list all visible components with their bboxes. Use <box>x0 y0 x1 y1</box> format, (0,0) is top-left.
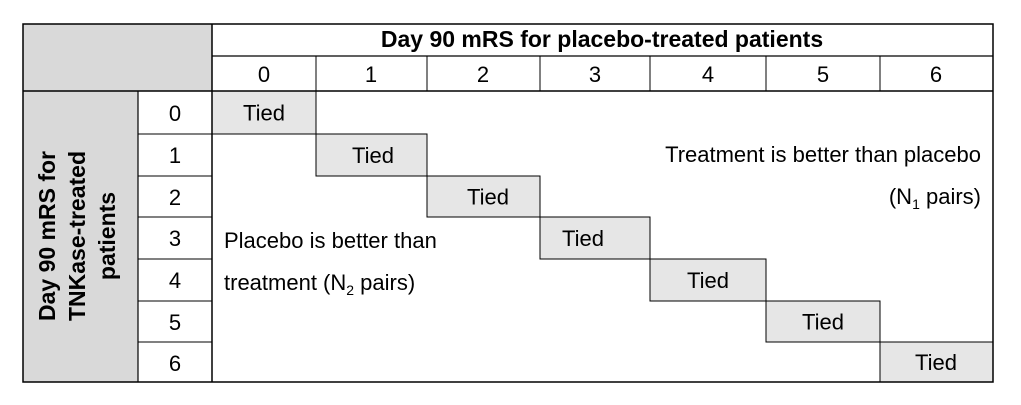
tied-label: Tied <box>915 350 957 375</box>
col-label: 5 <box>817 62 829 87</box>
lower-region-line-2: treatment (N2 pairs) <box>224 270 415 298</box>
tied-label: Tied <box>802 310 844 335</box>
row-header-shade <box>23 91 138 382</box>
tied-cell <box>649 258 767 302</box>
outer-border <box>22 23 994 383</box>
col-label: 3 <box>589 62 601 87</box>
col-label: 6 <box>930 62 942 87</box>
row-label: 4 <box>169 268 181 293</box>
tied-label: Tied <box>467 185 509 210</box>
lower-region-line-1: Placebo is better than <box>224 228 437 253</box>
row-header-group: Day 90 mRS for TNKase-treated patients <box>34 151 120 321</box>
tied-cell <box>211 90 317 135</box>
tied-cell <box>315 133 428 177</box>
col-label: 2 <box>477 62 489 87</box>
col-label: 4 <box>702 62 714 87</box>
tied-cell <box>426 175 541 218</box>
row-label: 5 <box>169 310 181 335</box>
tied-cells: Tied Tied Tied Tied Tied Tied Tied <box>211 90 994 383</box>
tied-label: Tied <box>352 143 394 168</box>
tied-label: Tied <box>687 268 729 293</box>
row-label: 1 <box>169 143 181 168</box>
row-label: 0 <box>169 101 181 126</box>
upper-region-line-1: Treatment is better than placebo <box>665 142 981 167</box>
row-label: 3 <box>169 226 181 251</box>
upper-region-line-2: (N1 pairs) <box>889 184 981 212</box>
tied-cell <box>765 300 881 343</box>
tied-cell <box>539 216 651 260</box>
column-header-title: Day 90 mRS for placebo-treated patients <box>381 26 823 52</box>
col-label: 0 <box>258 62 270 87</box>
row-header-line-3: patients <box>94 192 120 280</box>
col-label: 1 <box>365 62 377 87</box>
row-label: 2 <box>169 185 181 210</box>
row-header-line-1: Day 90 mRS for <box>34 151 60 321</box>
tied-label: Tied <box>562 226 604 251</box>
row-header-line-2: TNKase-treated <box>64 151 90 321</box>
row-label: 6 <box>169 351 181 376</box>
tied-label: Tied <box>243 101 285 126</box>
corner-shade <box>23 24 212 91</box>
